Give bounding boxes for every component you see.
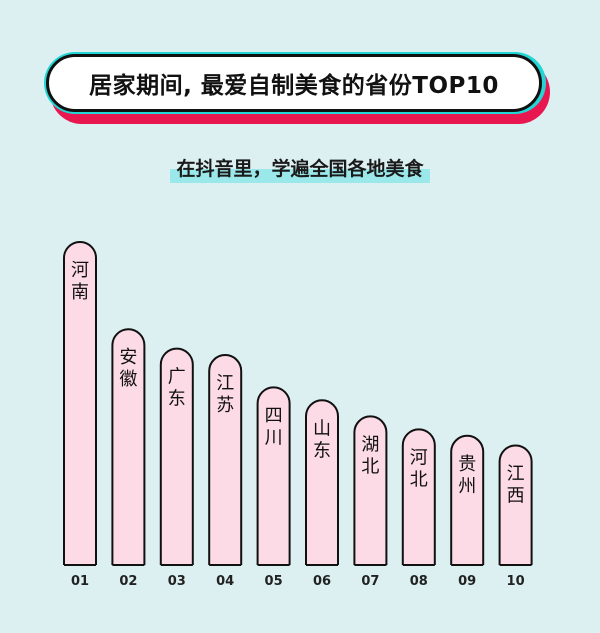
bar-label-07: 湖 bbox=[361, 434, 379, 455]
bar-label-01: 南 bbox=[71, 282, 89, 303]
bar-label-09: 贵 bbox=[458, 454, 476, 475]
x-tick-label: 06 bbox=[313, 574, 331, 589]
bar-base-mask bbox=[255, 565, 292, 585]
bar-label-04: 苏 bbox=[216, 395, 234, 416]
x-tick-label: 01 bbox=[71, 574, 89, 589]
x-tick-label: 02 bbox=[119, 574, 137, 589]
bar-base-mask bbox=[62, 565, 98, 585]
x-tick-label: 09 bbox=[458, 574, 476, 589]
bar-base-mask bbox=[352, 565, 389, 585]
bar-base-mask bbox=[158, 565, 195, 585]
bar-label-08: 北 bbox=[410, 469, 428, 490]
x-tick-label: 05 bbox=[265, 574, 283, 589]
bar-label-08: 河 bbox=[410, 447, 428, 468]
bar-label-03: 广 bbox=[168, 367, 186, 388]
bar-label-05: 川 bbox=[265, 427, 283, 448]
bar-label-10: 西 bbox=[507, 485, 525, 506]
bar-base-mask bbox=[449, 565, 486, 585]
bar-label-07: 北 bbox=[361, 456, 379, 477]
bar-label-10: 江 bbox=[507, 463, 525, 484]
bar-label-09: 州 bbox=[458, 476, 476, 497]
bar-label-03: 东 bbox=[168, 389, 186, 410]
x-tick-label: 03 bbox=[168, 574, 186, 589]
bar-base-mask bbox=[110, 565, 147, 585]
x-tick-label: 10 bbox=[507, 574, 525, 589]
bar-label-06: 山 bbox=[313, 418, 331, 439]
chart-title: 居家期间, 最爱自制美食的省份TOP10 bbox=[46, 54, 542, 112]
x-tick-label: 07 bbox=[361, 574, 379, 589]
bar-base-mask bbox=[400, 565, 437, 585]
x-tick-label: 08 bbox=[410, 574, 428, 589]
bar-label-02: 安 bbox=[119, 347, 137, 368]
bar-label-04: 江 bbox=[216, 373, 234, 394]
bar-label-06: 东 bbox=[313, 440, 331, 461]
bar-base-mask bbox=[304, 565, 340, 585]
bar-label-05: 四 bbox=[265, 405, 283, 426]
bar-base-mask bbox=[207, 565, 244, 585]
bar-label-02: 徽 bbox=[119, 369, 137, 390]
chart-subtitle: 在抖音里，学遍全国各地美食 bbox=[170, 152, 430, 183]
bar-base-mask bbox=[497, 565, 534, 585]
chart-subtitle-wrap: 在抖音里，学遍全国各地美食 bbox=[0, 152, 600, 183]
bar-label-01: 河 bbox=[71, 260, 89, 281]
title-banner: 居家期间, 最爱自制美食的省份TOP10 bbox=[44, 52, 552, 128]
x-tick-label: 04 bbox=[216, 574, 234, 589]
